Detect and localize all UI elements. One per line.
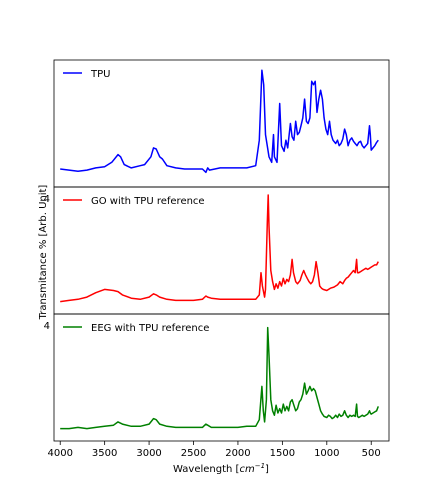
x-tick-label: 500	[362, 448, 381, 459]
x-tick-label: 3500	[92, 448, 117, 459]
x-tick-label: 2000	[225, 448, 250, 459]
x-tick-label: 3000	[136, 448, 161, 459]
clipped-tick-label-eeg: 4	[44, 321, 50, 332]
series-line-go-with-tpu-reference	[60, 194, 379, 303]
x-tick-label: 2500	[181, 448, 206, 459]
series-line-eeg-with-tpu-reference	[60, 326, 379, 430]
clipped-tick-label-go: 4	[44, 194, 50, 205]
y-axis-label: Transmitance % [Arb. Unit]	[38, 185, 49, 321]
legend-label-tpu: TPU	[90, 69, 110, 80]
x-axis-ticks: 4000 3500 3000 2500 2000 1500 1000 500	[47, 441, 381, 459]
series-line-tpu	[60, 69, 379, 174]
x-tick-label: 1000	[314, 448, 339, 459]
panel-frame-eeg	[53, 313, 390, 442]
x-tick-label: 1500	[270, 448, 295, 459]
x-axis-label: Wavelength [cm−1]	[173, 462, 269, 475]
x-tick-label: 4000	[47, 448, 72, 459]
legend-label-go: GO with TPU reference	[91, 196, 205, 207]
legend-label-eeg: EEG with TPU reference	[91, 323, 209, 334]
